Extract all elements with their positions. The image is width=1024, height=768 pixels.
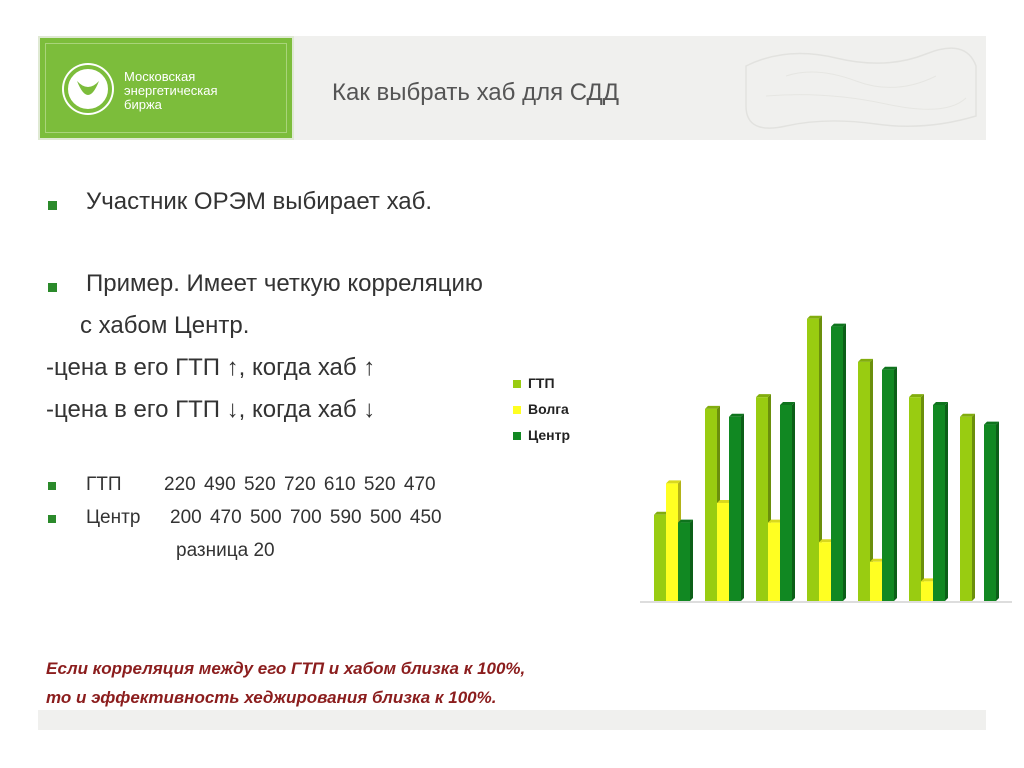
- bullet-1: Участник ОРЭМ выбирает хаб.: [48, 188, 433, 216]
- center-values: 200 470 500 700 590 500 450: [170, 507, 442, 528]
- legend-swatch-center: [513, 432, 521, 440]
- bar-gtp-7: [960, 413, 975, 601]
- bar-center-1: [678, 519, 693, 601]
- bar-center-4: [831, 323, 846, 601]
- footer-note-line-2: то и эффективность хеджирования близка к…: [46, 688, 497, 707]
- bullet-2: Пример. Имеет четкую корреляцию: [48, 270, 483, 298]
- legend-swatch-gtp: [513, 380, 521, 388]
- price-down-text: -цена в его ГТП ↓, когда хаб ↓: [46, 396, 376, 423]
- bar-gtp-6: [909, 394, 924, 601]
- logo: Московская энергетическая биржа: [38, 36, 294, 140]
- bar-gtp-4: [807, 315, 822, 601]
- bullet-square-icon: [48, 201, 57, 210]
- bar-center-2: [729, 413, 744, 601]
- footer-note-line-1: Если корреляция между его ГТП и хабом бл…: [46, 659, 526, 678]
- price-up-text: -цена в его ГТП ↑, когда хаб ↑: [46, 354, 376, 381]
- bar-center-5: [882, 366, 897, 601]
- bullet-square-icon: [48, 482, 56, 490]
- logo-text: Московская энергетическая биржа: [124, 70, 218, 112]
- gtp-row: ГТП: [48, 474, 122, 496]
- bar-gtp-5: [858, 358, 873, 601]
- bar-center-3: [780, 402, 795, 601]
- bullet-square-icon: [48, 283, 57, 292]
- legend-label-gtp: ГТП: [528, 375, 555, 391]
- bullet-2-text-line-2: с хабом Центр.: [80, 312, 250, 339]
- logo-line-2: энергетическая: [124, 83, 218, 98]
- legend-label-center: Центр: [528, 427, 571, 443]
- gtp-label: ГТП: [86, 474, 122, 495]
- bullet-2-text-line-1: Пример. Имеет четкую корреляцию: [86, 270, 483, 297]
- legend-label-volga: Волга: [528, 401, 569, 417]
- bar-center-6: [933, 402, 948, 601]
- logo-line-1: Московская: [124, 69, 196, 84]
- bar-chart: [640, 315, 1012, 603]
- center-label: Центр: [86, 507, 141, 528]
- center-row: Центр: [48, 507, 141, 529]
- bar-center-7: [984, 421, 999, 601]
- gtp-values: 220 490 520 720 610 520 470: [164, 474, 436, 495]
- bullet-square-icon: [48, 515, 56, 523]
- legend-swatch-volga: [513, 406, 521, 414]
- footer-band: [38, 710, 986, 730]
- logo-line-3: биржа: [124, 97, 162, 112]
- bullet-1-text: Участник ОРЭМ выбирает хаб.: [86, 188, 433, 215]
- map-watermark: [745, 47, 977, 129]
- page-title: Как выбрать хаб для СДД: [332, 79, 620, 106]
- logo-icon: [62, 63, 114, 115]
- difference-text: разница 20: [176, 540, 275, 561]
